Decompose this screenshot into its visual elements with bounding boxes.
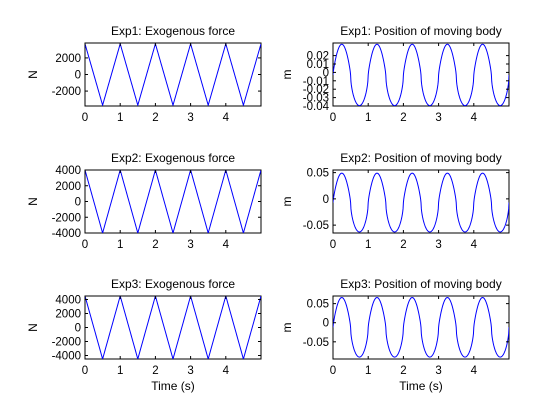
y-tick-label: -0.05 (303, 337, 329, 349)
x-tick-label: 0 (82, 239, 88, 251)
y-tick-label: 0 (323, 67, 329, 79)
subplot-6: 0 1 2 3 4 -0.05 0 0.05 Exp3: Position of moving … (280, 277, 510, 393)
subplot-title: Exp3: Exogenous force (111, 277, 235, 291)
y-tick-label: -0.01 (303, 76, 329, 88)
y-tick-label: 0.02 (307, 51, 329, 63)
x-axis-label: Time (s) (399, 379, 443, 393)
y-tick-label: 2000 (55, 309, 81, 321)
x-tick-label: 0 (330, 239, 336, 251)
x-tick-label: 2 (400, 365, 406, 377)
x-tick-label: 4 (223, 239, 230, 251)
subplot-2: 0 1 2 3 4-0.04-0.03-0.02-0.0100.010.02Exp1: … (280, 24, 510, 124)
x-tick-label: 3 (187, 112, 193, 124)
x-tick-label: 3 (187, 239, 193, 251)
series-line (85, 43, 261, 106)
y-tick-label: -2000 (52, 86, 81, 98)
y-tick-label: -4000 (52, 228, 81, 240)
x-tick-label: 0 (82, 112, 88, 124)
x-tick-label: 4 (471, 365, 478, 377)
x-axis-label: Time (s) (151, 379, 195, 393)
x-tick-label: 2 (152, 112, 158, 124)
y-tick-label: 4000 (55, 165, 81, 177)
x-tick-label: 1 (117, 112, 123, 124)
x-tick-label: 2 (400, 112, 406, 124)
series-line (85, 296, 261, 359)
y-tick-label: -2000 (52, 212, 81, 224)
x-tick-label: 1 (365, 239, 371, 251)
axes-frame (84, 295, 262, 360)
y-tick-label: 0 (323, 318, 329, 330)
x-tick-label: 2 (152, 239, 158, 251)
y-axis-label: m (280, 70, 294, 80)
subplot-title: Exp1: Position of moving body (340, 24, 501, 38)
subplot-title: Exp2: Exogenous force (111, 151, 235, 165)
y-tick-label: 0.05 (307, 299, 329, 311)
x-tick-label: 4 (223, 365, 230, 377)
x-tick-label: 3 (435, 239, 441, 251)
x-tick-label: 0 (330, 365, 336, 377)
subplot-1: 0 1 2 3 4 -2000 0 2000 Exp1: Exogenous force N (26, 24, 262, 124)
x-tick-label: 4 (471, 239, 478, 251)
y-tick-label: 0 (75, 70, 81, 82)
y-axis-label: N (26, 323, 40, 332)
y-tick-label: 2000 (55, 53, 81, 65)
y-tick-label: -0.04 (303, 101, 330, 113)
subplot-5: 0 1 2 3 4 -4000 -2000 0 2000 4000 Exp3: Exogenous … (26, 277, 262, 393)
y-tick-label: -4000 (52, 351, 81, 363)
y-axis-label: m (280, 197, 294, 207)
y-tick-label: 0 (75, 323, 81, 335)
x-tick-label: 0 (82, 365, 88, 377)
axes-frame (84, 169, 262, 234)
y-tick-label: 4000 (55, 295, 81, 307)
y-tick-label: 2000 (55, 181, 81, 193)
x-tick-label: 4 (223, 112, 230, 124)
series-line (333, 172, 509, 233)
x-tick-label: 3 (435, 365, 441, 377)
x-tick-label: 2 (152, 365, 158, 377)
subplot-3: 0 1 2 3 4 -4000 -2000 0 2000 4000 Exp2: Exogenous … (26, 151, 262, 251)
y-tick-label: 0 (75, 197, 81, 209)
y-axis-label: m (280, 323, 294, 333)
y-tick-label: -0.03 (303, 93, 329, 105)
y-tick-label: 0.05 (307, 168, 329, 180)
y-axis-label: N (26, 70, 40, 79)
y-tick-label: 0 (323, 194, 329, 206)
x-tick-label: 1 (365, 112, 371, 124)
x-tick-label: 0 (330, 112, 336, 124)
y-tick-label: -0.05 (303, 220, 329, 232)
y-axis-label: N (26, 197, 40, 206)
series-line (333, 43, 509, 106)
x-tick-label: 3 (435, 112, 441, 124)
x-tick-label: 1 (117, 239, 123, 251)
y-tick-label: -2000 (52, 337, 81, 349)
subplot-title: Exp2: Position of moving body (340, 151, 501, 165)
subplot-title: Exp1: Exogenous force (111, 24, 235, 38)
x-tick-label: 1 (365, 365, 371, 377)
y-tick-label: 0.01 (307, 59, 329, 71)
subplot-title: Exp3: Position of moving body (340, 277, 501, 291)
axes-frame (84, 42, 262, 107)
x-tick-label: 1 (117, 365, 123, 377)
x-tick-label: 3 (187, 365, 193, 377)
series-line (85, 170, 261, 233)
series-line (333, 297, 509, 358)
y-tick-label: -0.02 (303, 84, 329, 96)
x-tick-label: 4 (471, 112, 478, 124)
x-tick-label: 2 (400, 239, 406, 251)
